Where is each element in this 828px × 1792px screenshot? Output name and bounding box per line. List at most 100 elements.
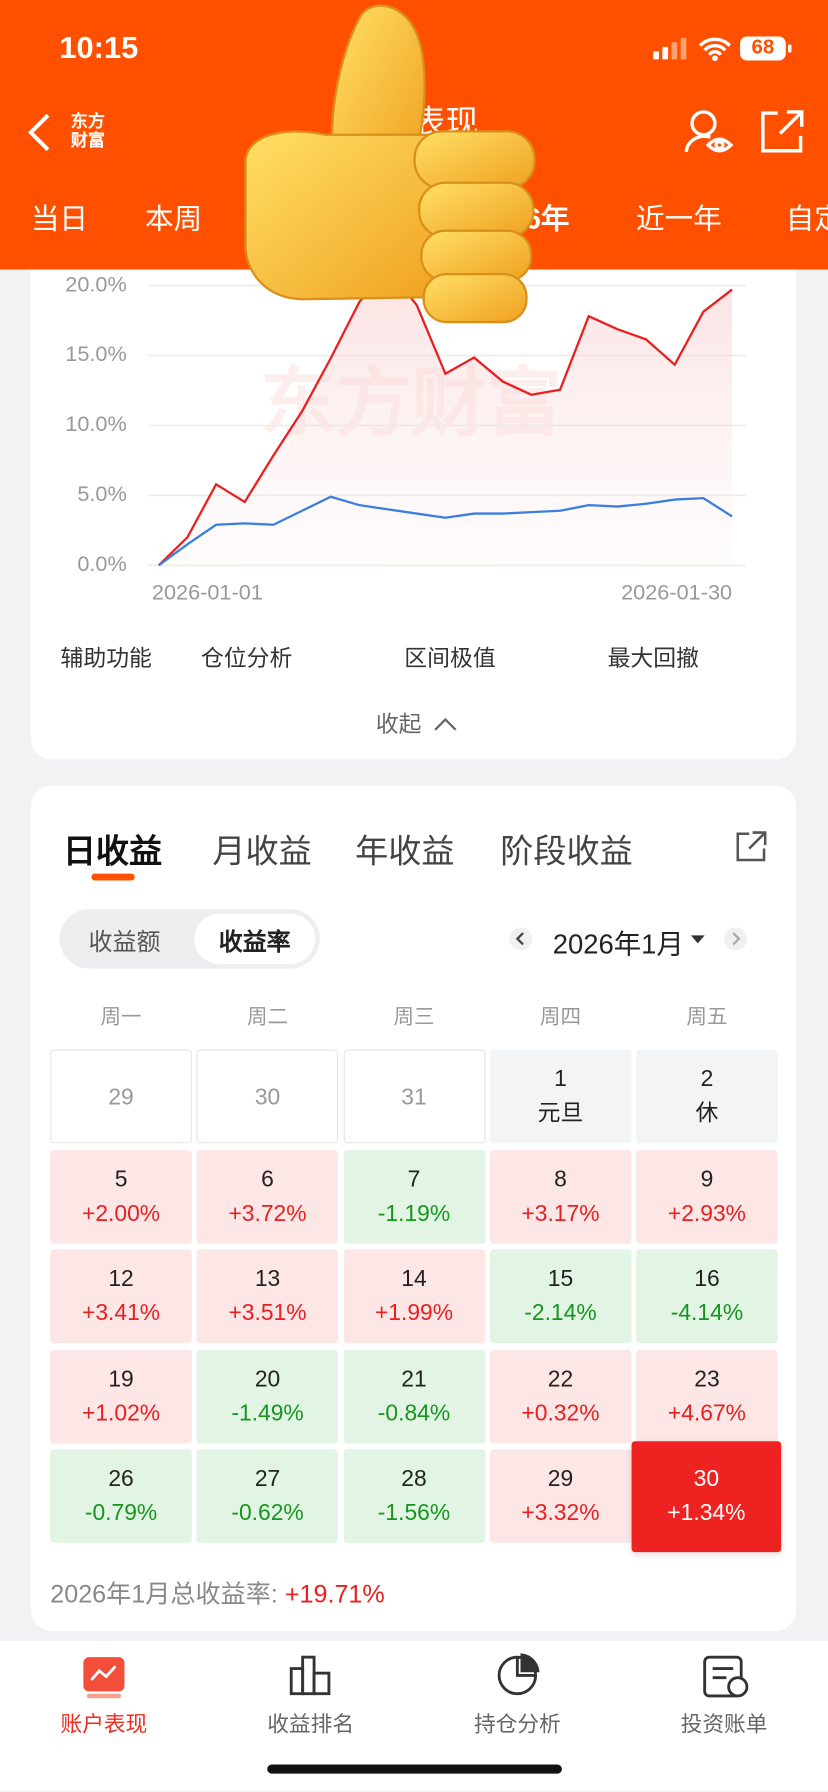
day-return: +3.17% (521, 1200, 600, 1227)
day-cell[interactable]: 6 +3.72% (196, 1149, 339, 1244)
day-cell[interactable]: 1 元旦 (489, 1049, 632, 1144)
day-return: +1.34% (667, 1500, 746, 1526)
toggle-active (194, 913, 316, 964)
day-cell[interactable]: 8 +3.17% (489, 1149, 632, 1244)
period-tab[interactable]: 当日 (30, 203, 88, 236)
day-cell[interactable]: 5 +2.00% (50, 1149, 192, 1244)
day-number: 1 (554, 1066, 567, 1092)
period-tab[interactable]: 近一年 (636, 203, 722, 236)
day-return: -0.62% (231, 1500, 304, 1526)
next-month[interactable] (723, 926, 748, 951)
line (158, 495, 733, 567)
logo-line: 东方 (70, 111, 106, 132)
y-tick-label: 5.0% (77, 481, 126, 506)
day-cell[interactable]: 13 +3.51% (196, 1249, 339, 1344)
month-picker[interactable]: 2026年1月 (552, 929, 684, 961)
dropdown-arrow (690, 935, 705, 944)
day-cell[interactable]: 31 (343, 1049, 485, 1144)
day-number: 8 (554, 1166, 567, 1192)
day-number: 2 (700, 1066, 714, 1092)
day-cell[interactable]: 12 +3.41% (50, 1249, 192, 1344)
day-cell[interactable]: 22 +0.32% (489, 1349, 632, 1444)
collapse-label: 收起 (375, 712, 422, 738)
day-return: +2.93% (667, 1200, 746, 1227)
day-number: 19 (108, 1366, 134, 1392)
battery-level: 68 (751, 35, 775, 59)
day-cell[interactable]: 19 +1.02% (50, 1349, 192, 1444)
day-number: 15 (547, 1266, 574, 1292)
returns-tab[interactable]: 月收益 (212, 833, 312, 871)
day-cell[interactable]: 7 -1.19% (343, 1149, 485, 1244)
weekday: 周五 (686, 1005, 728, 1028)
assist-label: 辅助功能 (60, 646, 152, 672)
day-cell[interactable]: 20 -1.49% (196, 1349, 339, 1444)
export-icon[interactable] (759, 108, 805, 154)
returns-tab[interactable]: 阶段收益 (500, 833, 633, 871)
day-return: +1.02% (81, 1400, 161, 1426)
day-cell[interactable]: 26 -0.79% (50, 1449, 192, 1543)
day-cell[interactable]: 27 -0.62% (196, 1449, 339, 1543)
day-label: 元旦 (537, 1100, 584, 1127)
total-value: +19.71% (284, 1579, 385, 1609)
day-number: 30 (693, 1466, 720, 1492)
share-icon[interactable] (733, 829, 770, 863)
returns-tab[interactable]: 年收益 (355, 833, 455, 871)
back-button[interactable] (25, 112, 52, 153)
assist-option[interactable]: 仓位分析 (194, 640, 292, 678)
day-return: +3.51% (228, 1300, 307, 1326)
day-cell[interactable]: 29 (50, 1049, 192, 1144)
weekday: 周一 (100, 1005, 142, 1028)
day-label: 休 (695, 1100, 719, 1127)
assist-option[interactable]: 区间极值 (397, 640, 495, 678)
total-label: 2026年1月总收益率: (50, 1579, 285, 1609)
day-cell[interactable]: 14 +1.99% (343, 1249, 485, 1344)
day-return: -2.14% (524, 1300, 597, 1326)
nav-label[interactable]: 持仓分析 (473, 1713, 561, 1738)
day-number: 14 (401, 1266, 427, 1292)
day-return: +0.32% (521, 1400, 600, 1426)
day-cell[interactable]: 23 +4.67% (636, 1349, 778, 1444)
period-tab[interactable]: 本周 (145, 203, 203, 236)
day-return: +3.72% (228, 1200, 307, 1227)
weekday: 周二 (246, 1005, 289, 1028)
returns-tab[interactable]: 日收益 (62, 833, 163, 871)
day-number: 5 (114, 1166, 128, 1192)
day-number: 29 (108, 1084, 134, 1111)
nav-label[interactable]: 账户表现 (60, 1713, 148, 1738)
day-cell[interactable]: 30 +1.34% (631, 1441, 782, 1553)
y-tick-label: 15.0% (65, 341, 127, 366)
day-return: -0.84% (377, 1400, 451, 1426)
x-tick-label: 2026-01-30 (621, 580, 732, 605)
day-cell[interactable]: 21 -0.84% (343, 1349, 485, 1444)
watch-icon[interactable] (683, 108, 736, 156)
day-cell[interactable]: 29 +3.32% (489, 1449, 632, 1543)
status-icons (653, 36, 792, 62)
prev-month[interactable] (508, 926, 533, 951)
nav-label[interactable]: 投资账单 (680, 1713, 768, 1738)
day-number: 9 (700, 1166, 714, 1192)
day-number: 31 (401, 1084, 427, 1111)
day-cell[interactable]: 30 (196, 1049, 339, 1144)
day-number: 7 (407, 1166, 421, 1192)
day-return: -1.56% (377, 1500, 451, 1526)
assist-option-label: 最大回撤 (607, 646, 699, 672)
day-return: +4.67% (667, 1400, 746, 1426)
day-number: 22 (547, 1366, 574, 1392)
day-cell[interactable]: 16 -4.14% (636, 1249, 778, 1344)
day-cell[interactable]: 15 -2.14% (489, 1249, 632, 1344)
chevron-up (433, 717, 456, 731)
day-cell[interactable]: 9 +2.93% (636, 1149, 778, 1244)
toggle-option[interactable]: 收益率 (218, 929, 291, 956)
assist-option[interactable]: 最大回撤 (601, 640, 699, 678)
day-cell[interactable]: 28 -1.56% (343, 1449, 485, 1543)
day-number: 12 (108, 1266, 134, 1292)
day-return: -0.79% (84, 1500, 158, 1526)
period-tab[interactable]: 自定义 (785, 203, 828, 236)
collapse-button[interactable]: 收起 (376, 706, 458, 739)
y-tick-label: 10.0% (65, 411, 127, 436)
day-return: +3.32% (521, 1500, 600, 1526)
nav-label[interactable]: 收益排名 (267, 1713, 355, 1738)
toggle-option[interactable]: 收益额 (88, 929, 161, 956)
